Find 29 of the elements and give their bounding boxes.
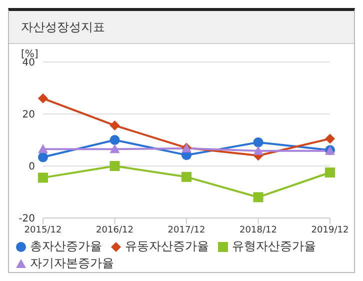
legend-label: 자기자본증가율: [29, 255, 114, 272]
x-tick-label: 2016/12: [96, 225, 134, 236]
point: [253, 137, 264, 148]
y-tick-label: 20: [22, 110, 35, 121]
y-tick-label: 0: [28, 162, 35, 173]
y-tick-label: -20: [18, 214, 35, 225]
x-tick-label: 2017/12: [168, 225, 206, 236]
point: [110, 144, 120, 154]
point: [110, 135, 120, 145]
point: [38, 144, 48, 154]
point: [325, 168, 335, 178]
point: [110, 120, 120, 130]
legend-label: 유형자산증가율: [231, 238, 316, 255]
point: [38, 172, 48, 183]
point: [253, 146, 264, 155]
y-tick-label: 40: [22, 58, 35, 69]
point: [110, 161, 120, 171]
point: [325, 134, 335, 144]
x-tick-label: 2019/12: [311, 225, 349, 236]
legend-label: 유동자산증가율: [124, 238, 209, 255]
chart-title: 자산성장성지표: [9, 11, 354, 44]
legend-label: 총자산증가율: [29, 238, 102, 255]
point: [182, 172, 192, 182]
x-tick-label: 2015/12: [24, 225, 62, 236]
point: [38, 93, 48, 104]
point: [38, 152, 48, 162]
point: [253, 192, 264, 202]
y-axis-title: [%]: [21, 49, 38, 60]
x-tick-label: 2018/12: [240, 225, 277, 236]
